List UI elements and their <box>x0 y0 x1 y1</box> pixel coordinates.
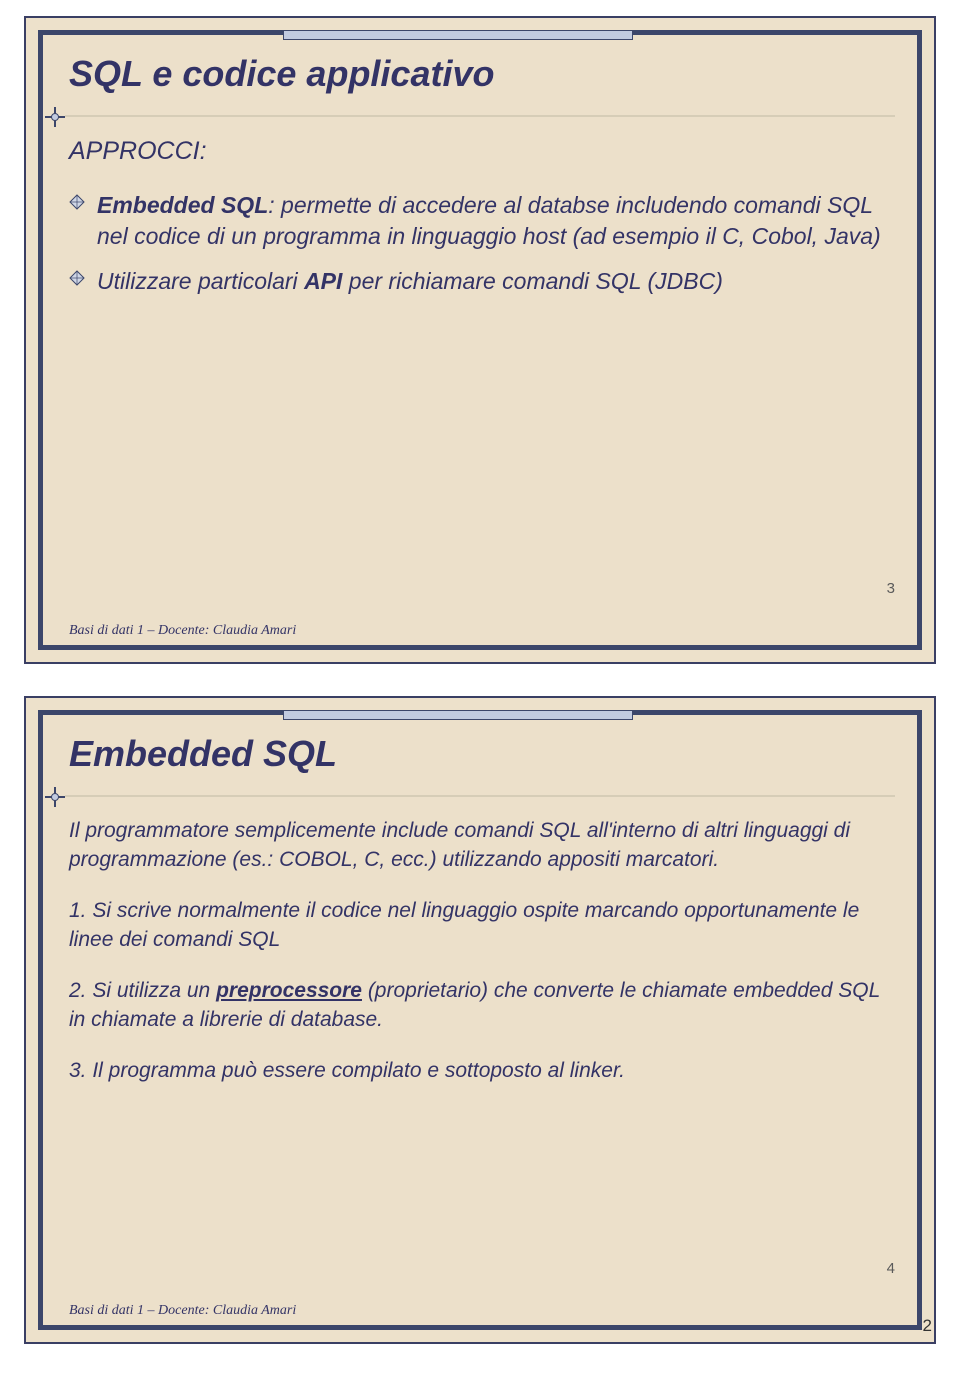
bullet-pre: Utilizzare particolari <box>97 268 304 294</box>
paragraph: 1. Si scrive normalmente il codice nel l… <box>69 897 895 955</box>
para-pre: 2. Si utilizza un <box>69 979 216 1002</box>
bullet-item: Embedded SQL: permette di accedere al da… <box>69 190 895 252</box>
slide-body: Il programmatore semplicemente include c… <box>65 795 895 1086</box>
page-number: 2 <box>923 1316 932 1336</box>
paragraph: Il programmatore semplicemente include c… <box>69 817 895 875</box>
top-accent-bar <box>283 30 633 40</box>
bullet-emph: API <box>304 268 342 294</box>
bullet-emph: Embedded SQL <box>97 192 268 218</box>
diamond-bullet-icon <box>69 194 85 210</box>
body-ornament-icon <box>45 787 65 807</box>
body-ornament-icon <box>45 107 65 127</box>
slide-inner: SQL e codice applicativo APPROCCI: <box>38 30 922 650</box>
top-accent-bar <box>283 710 633 720</box>
subheading: APPROCCI: <box>69 137 895 166</box>
diamond-bullet-icon <box>69 270 85 286</box>
slide-number: 3 <box>887 580 895 597</box>
paragraph: 2. Si utilizza un preprocessore (proprie… <box>69 977 895 1035</box>
slide-title: SQL e codice applicativo <box>69 53 895 95</box>
slide-inner: Embedded SQL Il programmatore sempliceme… <box>38 710 922 1330</box>
bullet-item: Utilizzare particolari API per richiamar… <box>69 266 895 297</box>
slide-1: SQL e codice applicativo APPROCCI: <box>24 16 936 664</box>
slide-2: Embedded SQL Il programmatore sempliceme… <box>24 696 936 1344</box>
para-emph: preprocessore <box>216 979 362 1002</box>
slide-body: APPROCCI: Embedded SQL: permette di acce… <box>65 115 895 297</box>
slide-footer: Basi di dati 1 – Docente: Claudia Amari <box>69 1303 296 1319</box>
bullet-list: Embedded SQL: permette di accedere al da… <box>69 190 895 297</box>
paragraph: 3. Il programma può essere compilato e s… <box>69 1057 895 1086</box>
slide-footer: Basi di dati 1 – Docente: Claudia Amari <box>69 623 296 639</box>
page: SQL e codice applicativo APPROCCI: <box>0 0 960 1344</box>
slide-number: 4 <box>887 1260 895 1277</box>
bullet-text: per richiamare comandi SQL (JDBC) <box>342 268 722 294</box>
slide-title: Embedded SQL <box>69 733 895 775</box>
